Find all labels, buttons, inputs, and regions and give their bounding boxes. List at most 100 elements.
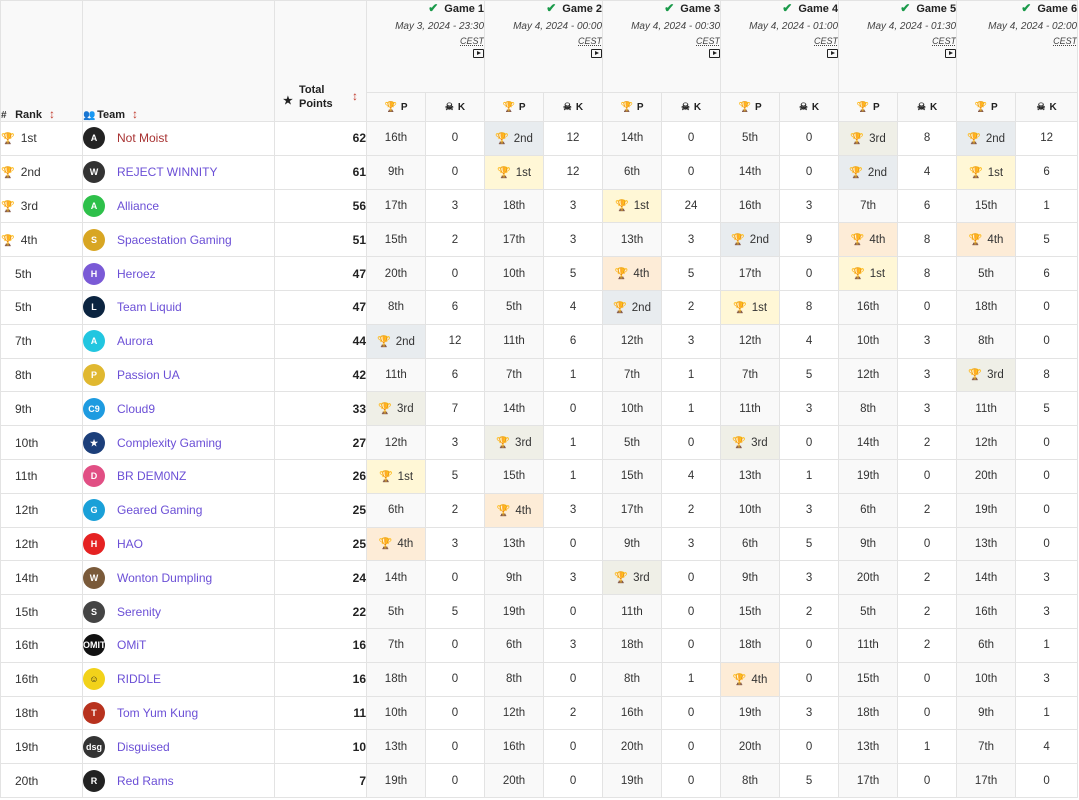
team-link[interactable]: Tom Yum Kung bbox=[117, 705, 199, 720]
team-link[interactable]: HAO bbox=[117, 536, 144, 551]
team-link[interactable]: Disguised bbox=[117, 739, 170, 754]
team-link[interactable]: Spacestation Gaming bbox=[117, 232, 232, 247]
team-link[interactable]: OMiT bbox=[117, 638, 147, 653]
kills-header: ☠ K bbox=[543, 92, 604, 122]
placement-value: 3rd bbox=[397, 403, 414, 416]
placement-value: 5th bbox=[860, 605, 877, 618]
kills-cell: 7 bbox=[424, 391, 486, 427]
placement-value: 13th bbox=[384, 740, 408, 753]
team-link[interactable]: Passion UA bbox=[117, 367, 180, 382]
heroez-icon: H bbox=[83, 262, 105, 285]
placement-cell: 13th bbox=[366, 729, 426, 765]
placement-cell: 11th bbox=[602, 594, 663, 629]
team-link[interactable]: BR DEM0NZ bbox=[117, 469, 187, 484]
placement-value: 17th bbox=[738, 267, 762, 280]
trophy-icon: 🏆 bbox=[974, 101, 987, 113]
trophy-icon: 🏆 bbox=[614, 268, 629, 281]
team-link[interactable]: Cloud9 bbox=[117, 401, 156, 416]
total-points: 42 bbox=[274, 357, 367, 393]
sort-icon[interactable]: ↕ bbox=[132, 107, 139, 121]
placement-cell: 14th bbox=[366, 560, 426, 596]
check-icon: ✔ bbox=[428, 1, 439, 16]
kills-cell: 0 bbox=[661, 763, 722, 798]
rank-cell: 16th bbox=[0, 661, 83, 697]
sort-icon[interactable]: ↕ bbox=[352, 89, 358, 103]
total-points: 16 bbox=[274, 627, 367, 663]
placement-cell: 10th bbox=[838, 323, 899, 359]
vod-link[interactable] bbox=[840, 47, 956, 61]
placement-value: 14th bbox=[620, 132, 644, 145]
vod-link[interactable] bbox=[486, 47, 602, 61]
kills-cell: 0 bbox=[424, 763, 486, 798]
placement-label: P bbox=[400, 101, 408, 113]
placement-cell: 10th bbox=[720, 492, 781, 528]
game-date: May 4, 2024 - 01:30 bbox=[867, 21, 957, 32]
vod-play-icon[interactable] bbox=[945, 49, 956, 58]
team-link[interactable]: Complexity Gaming bbox=[117, 435, 222, 450]
geared-icon: G bbox=[83, 499, 105, 522]
placement-cell: 13th bbox=[484, 526, 545, 562]
vod-play-icon[interactable] bbox=[591, 49, 602, 58]
game-timezone: CEST bbox=[932, 36, 957, 46]
cloud9-icon: C9 bbox=[83, 397, 105, 420]
team-link[interactable]: Alliance bbox=[117, 198, 160, 213]
team-header[interactable]: 👥 Team ↕ bbox=[82, 0, 275, 122]
game-label: Game 3 bbox=[680, 3, 721, 15]
placement-cell: 🏆 2nd bbox=[956, 121, 1017, 156]
team-link[interactable]: Wonton Dumpling bbox=[117, 570, 213, 585]
vod-play-icon[interactable] bbox=[827, 49, 838, 58]
trophy-icon: 🏆 bbox=[732, 673, 747, 686]
kills-cell: 3 bbox=[424, 425, 486, 460]
team-link[interactable]: Not Moist bbox=[117, 131, 168, 146]
team-cell: L Team Liquid bbox=[82, 289, 275, 325]
vod-play-icon[interactable] bbox=[473, 49, 484, 58]
trophy-icon: 🏆 bbox=[378, 470, 393, 483]
kills-label: K bbox=[1049, 101, 1057, 113]
passion-icon: P bbox=[83, 363, 105, 386]
placement-cell: 13th bbox=[956, 526, 1017, 562]
rank-value: 12th bbox=[15, 536, 39, 551]
team-link[interactable]: REJECT WINNITY bbox=[117, 165, 218, 180]
game-timezone: CEST bbox=[1053, 36, 1078, 46]
placement-value: 10th bbox=[502, 267, 526, 280]
team-link[interactable]: RIDDLE bbox=[117, 672, 162, 687]
kills-cell: 1 bbox=[661, 391, 722, 427]
table-row: 🏆 2nd W REJECT WINNITY 61 9th 0 🏆 1st 12 6th 0 14th 0… bbox=[0, 154, 1079, 190]
placement-value: 10th bbox=[974, 673, 998, 686]
team-link[interactable]: Team Liquid bbox=[117, 300, 182, 315]
kills-cell: 4 bbox=[779, 323, 840, 359]
game-timezone: CEST bbox=[460, 36, 485, 46]
placement-cell: 20th bbox=[720, 729, 781, 765]
kills-cell: 0 bbox=[543, 763, 604, 798]
placement-label: P bbox=[518, 101, 526, 113]
total-points-header[interactable]: ★ Total Points ↕ bbox=[274, 0, 367, 122]
kills-cell: 3 bbox=[543, 492, 604, 528]
placement-value: 6th bbox=[624, 166, 641, 179]
trophy-icon: 🏆 bbox=[856, 101, 869, 113]
team-link[interactable]: Heroez bbox=[117, 266, 156, 281]
vod-link[interactable] bbox=[722, 47, 838, 61]
placement-value: 1st bbox=[397, 470, 414, 483]
total-points: 26 bbox=[274, 458, 367, 494]
kills-cell: 1 bbox=[1015, 695, 1079, 731]
placement-cell: 🏆 3rd bbox=[838, 121, 899, 156]
placement-cell: 9th bbox=[602, 526, 663, 562]
kills-cell: 0 bbox=[779, 627, 840, 663]
team-cell: ★ Complexity Gaming bbox=[82, 425, 275, 460]
kills-cell: 0 bbox=[779, 661, 840, 697]
team-link[interactable]: Aurora bbox=[117, 334, 154, 349]
kills-cell: 0 bbox=[424, 256, 486, 291]
placement-value: 20th bbox=[620, 740, 644, 753]
team-link[interactable]: Serenity bbox=[117, 604, 162, 619]
team-link[interactable]: Red Rams bbox=[117, 773, 174, 788]
vod-play-icon[interactable] bbox=[709, 49, 720, 58]
vod-link[interactable] bbox=[604, 47, 720, 61]
placement-cell: 🏆 1st bbox=[602, 188, 663, 224]
rank-header[interactable]: # Rank ↕ bbox=[0, 0, 83, 122]
kills-cell: 5 bbox=[661, 256, 722, 291]
sort-icon[interactable]: ↕ bbox=[49, 107, 56, 121]
kills-header: ☠ K bbox=[1015, 92, 1079, 122]
vod-link[interactable] bbox=[368, 47, 484, 61]
logo-text: H bbox=[90, 538, 98, 549]
team-link[interactable]: Geared Gaming bbox=[117, 503, 203, 518]
